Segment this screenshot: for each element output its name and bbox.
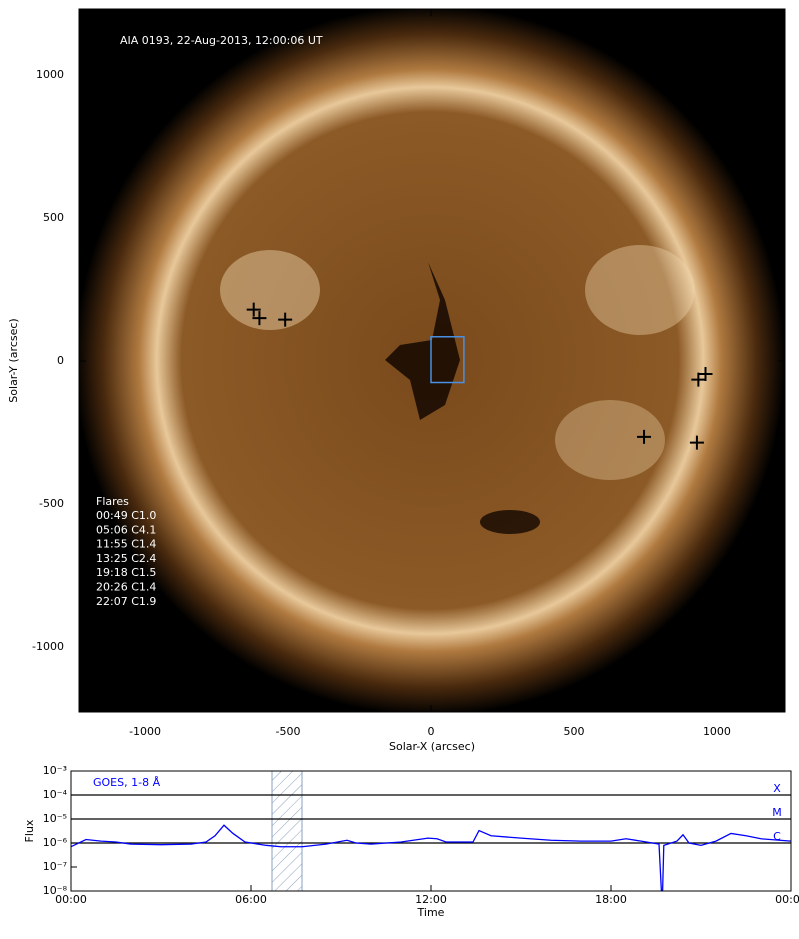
- y-tick-label: 10⁻⁷: [43, 860, 67, 873]
- flare-marker: [689, 435, 704, 450]
- y-tick-label: 10⁻⁴: [43, 788, 68, 801]
- y-tick-label: 500: [43, 211, 64, 224]
- flare-list-item: 00:49 C1.0: [96, 509, 156, 522]
- level-label: M: [772, 806, 782, 819]
- flare-marker: [252, 311, 267, 326]
- x-axis-label: Time: [417, 906, 445, 919]
- x-tick-label: 1000: [703, 725, 731, 738]
- level-label: X: [773, 782, 781, 795]
- y-tick-label: 10⁻⁶: [43, 836, 68, 849]
- flare-marker: [246, 302, 261, 317]
- coronal-hole: [385, 262, 460, 420]
- flare-marker: [698, 366, 713, 381]
- sun: [79, 9, 785, 712]
- flux-line: [71, 824, 791, 891]
- time-highlight: [271, 770, 303, 892]
- flare-list-item: 05:06 C4.1: [96, 523, 156, 536]
- x-tick-label: -1000: [129, 725, 161, 738]
- x-tick-label: 18:00: [595, 893, 627, 906]
- x-tick-label: 0: [427, 725, 434, 738]
- active-region: [585, 245, 695, 335]
- active-region: [555, 400, 665, 480]
- plot-frame: [78, 8, 786, 713]
- y-tick-label: 10⁻⁵: [43, 812, 67, 825]
- y-axis-label: Flux: [23, 819, 36, 842]
- flare-list-item: 13:25 C2.4: [96, 552, 156, 565]
- x-tick-label: -500: [276, 725, 301, 738]
- y-tick-label: -500: [39, 497, 64, 510]
- annotation: AIA 0193, 22-Aug-2013, 12:00:06 UT: [120, 34, 323, 47]
- flare-marker: [637, 429, 652, 444]
- axes: 00:0006:0012:0018:0000:0010⁻⁸10⁻⁷10⁻⁶10⁻…: [43, 764, 799, 906]
- x-tick-label: 06:00: [235, 893, 267, 906]
- region-box: [430, 336, 465, 384]
- x-tick-label: 00:00: [775, 893, 799, 906]
- x-tick-label: 00:00: [55, 893, 87, 906]
- y-tick-label: 0: [57, 354, 64, 367]
- x-tick-label: 12:00: [415, 893, 447, 906]
- flare-list-item: 20:26 C1.4: [96, 581, 156, 594]
- y-tick-label: 10⁻³: [43, 764, 67, 777]
- flare-list-item: 22:07 C1.9: [96, 595, 156, 608]
- flare-list-item: 19:18 C1.5: [96, 566, 156, 579]
- plot-title: GOES, 1-8 Å: [93, 776, 161, 789]
- flare-list-item: 11:55 C1.4: [96, 538, 156, 551]
- x-tick-label: 500: [563, 725, 584, 738]
- y-tick-label: 10⁻⁸: [43, 884, 68, 897]
- flare-marker: [691, 372, 706, 387]
- x-axis-label: Solar-X (arcsec): [389, 740, 475, 753]
- coronal-hole: [480, 510, 540, 534]
- level-label: C: [773, 830, 781, 843]
- active-region: [220, 250, 320, 330]
- y-tick-label: -1000: [32, 640, 64, 653]
- axes: -1000 -500 0 500 1000 -1000 -500 0 500 1000: [32, 9, 785, 738]
- plot-background: [71, 771, 791, 891]
- y-axis-label: Solar-Y (arcsec): [7, 318, 20, 402]
- y-tick-label: 1000: [36, 68, 64, 81]
- flare-marker: [278, 312, 293, 327]
- solar-map: AIA 0193, 22-Aug-2013, 12:00:06 UT Flares…: [7, 8, 786, 753]
- flare-list-title: Flares: [96, 495, 129, 508]
